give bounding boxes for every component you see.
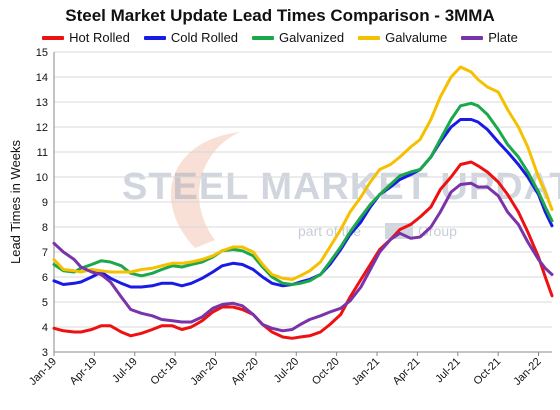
watermark-swoosh: [170, 132, 240, 248]
x-tick-label: Oct-19: [148, 356, 180, 388]
chart-legend: Hot Rolled Cold Rolled Galvanized Galvalume…: [0, 30, 560, 45]
legend-label: Galvanized: [279, 30, 345, 45]
x-tick-label: Jul-19: [110, 356, 140, 386]
series-line-hot-rolled: [52, 160, 554, 340]
legend-label: Galvalume: [385, 30, 448, 45]
y-tick-label: 3: [42, 347, 48, 359]
series-line-galvalume: [52, 65, 554, 281]
legend-item-hot-rolled: Hot Rolled: [42, 30, 130, 45]
chart-title: Steel Market Update Lead Times Compariso…: [65, 6, 495, 25]
legend-item-plate: Plate: [461, 30, 518, 45]
x-tick-label: Oct-21: [471, 356, 503, 388]
watermark-subtext-right: Group: [418, 223, 457, 239]
y-tick-label: 10: [36, 172, 48, 184]
x-tick-label: Oct-20: [310, 356, 342, 388]
y-tick-label: 13: [36, 97, 48, 109]
x-tick-label: Jan-22: [511, 356, 543, 388]
legend-label: Plate: [488, 30, 518, 45]
y-tick-label: 14: [36, 72, 48, 84]
y-tick-label: 8: [42, 222, 48, 234]
gridlines: [54, 51, 552, 353]
y-tick-label: 7: [42, 247, 48, 259]
y-tick-label: 4: [42, 322, 48, 334]
y-tick-label: 12: [36, 122, 48, 134]
y-tick-label: 6: [42, 272, 48, 284]
legend-swatch: [42, 35, 65, 40]
legend-swatch: [143, 35, 166, 40]
x-tick-label: Jan-21: [350, 356, 382, 388]
legend-swatch: [252, 35, 275, 40]
x-tick-label: Jul-20: [272, 356, 302, 386]
legend-label: Cold Rolled: [170, 30, 239, 45]
y-tick-label: 5: [42, 297, 48, 309]
x-tick-label: Jan-20: [188, 356, 220, 388]
y-tick-label: 11: [37, 147, 48, 159]
series-line-galvanized: [52, 101, 554, 286]
x-tick-label: Jul-21: [433, 356, 463, 386]
series-line-plate: [52, 181, 554, 333]
legend-item-galvalume: Galvalume: [358, 30, 447, 45]
legend-item-cold-rolled: Cold Rolled: [143, 30, 239, 45]
y-axis-label: Lead Times in Weeks: [8, 139, 23, 264]
x-tick-label: Apr-19: [68, 356, 100, 388]
y-tick-label: 9: [42, 197, 48, 209]
legend-swatch: [358, 35, 381, 40]
legend-label: Hot Rolled: [69, 30, 130, 45]
x-tick-label: Apr-21: [391, 356, 423, 388]
legend-item-galvanized: Galvanized: [252, 30, 344, 45]
x-tick-label: Jan-19: [27, 356, 59, 388]
x-tick-label: Apr-20: [229, 356, 261, 388]
legend-swatch: [461, 35, 484, 40]
y-tick-label: 15: [36, 47, 48, 59]
